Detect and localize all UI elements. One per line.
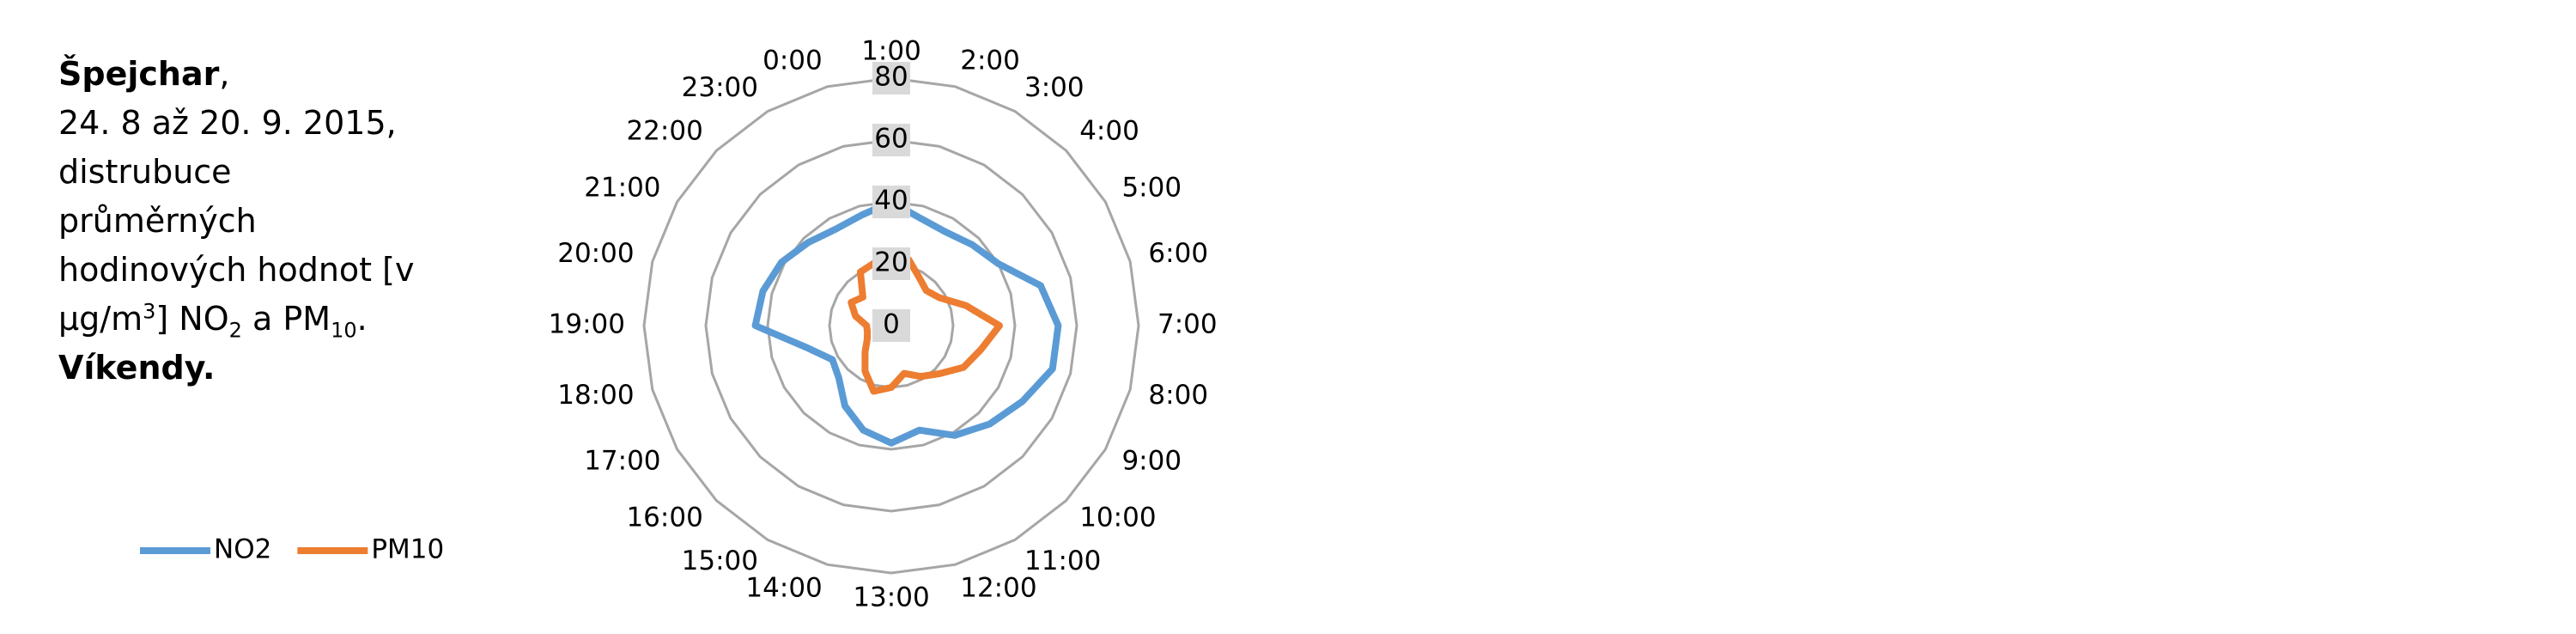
title-text: distrubuce — [58, 153, 232, 191]
grid-ring — [704, 138, 1078, 513]
category-label: 8:00 — [1148, 380, 1208, 411]
category-label: 21:00 — [584, 173, 660, 204]
category-label: 20:00 — [557, 238, 634, 269]
tick-label-bg — [872, 309, 910, 342]
title-text: 24. 8 až 20. 9. 2015, — [58, 104, 397, 142]
tick-label-bg — [872, 62, 910, 94]
title-text: ] NO — [155, 300, 229, 338]
category-label: 23:00 — [682, 72, 758, 103]
tick-label-bg — [872, 186, 910, 218]
category-label: 2:00 — [960, 45, 1020, 76]
category-label: 10:00 — [1079, 502, 1156, 533]
title-text: průměrných — [58, 202, 257, 240]
category-label: 11:00 — [1024, 546, 1101, 576]
category-label: 7:00 — [1157, 309, 1218, 340]
category-label: 22:00 — [626, 116, 702, 147]
y-tick-label: 80 — [874, 62, 908, 93]
title-sup: 3 — [143, 299, 156, 324]
title-sub: 10 — [331, 318, 357, 343]
chart-title: Špejchar, 24. 8 až 20. 9. 2015, distrubu… — [58, 50, 414, 393]
title-text: μg/m — [58, 300, 143, 338]
y-tick-label: 40 — [874, 186, 908, 216]
category-label: 5:00 — [1121, 173, 1182, 204]
title-sub: 2 — [228, 318, 242, 343]
category-label: 19:00 — [549, 309, 625, 340]
title-text: , — [219, 55, 230, 93]
category-label: 17:00 — [584, 446, 660, 477]
title-text: . — [356, 300, 368, 338]
category-label: 6:00 — [1148, 238, 1208, 269]
title-text: a PM — [241, 300, 331, 338]
y-tick-label: 0 — [883, 309, 900, 340]
category-label: 0:00 — [762, 45, 823, 76]
tick-label-bg — [872, 124, 910, 156]
legend-label: PM10 — [371, 534, 444, 565]
category-label: 15:00 — [682, 546, 758, 576]
category-label: 9:00 — [1121, 446, 1182, 477]
series-line — [848, 253, 1003, 395]
legend-label: NO2 — [214, 534, 271, 565]
tick-label-bg — [872, 247, 910, 280]
title-place: Špejchar — [58, 55, 220, 93]
title-text: hodinových hodnot [v — [58, 251, 415, 289]
category-label: 14:00 — [745, 573, 822, 604]
category-label: 3:00 — [1024, 72, 1084, 103]
y-tick-label: 60 — [874, 124, 908, 155]
series-line — [751, 198, 1062, 447]
title-note: Víkendy. — [58, 349, 216, 387]
y-tick-label: 20 — [874, 247, 908, 278]
category-label: 18:00 — [557, 380, 634, 411]
category-label: 4:00 — [1079, 116, 1139, 147]
category-label: 1:00 — [861, 36, 921, 67]
category-label: 16:00 — [626, 502, 702, 533]
category-label: 12:00 — [960, 573, 1036, 604]
category-label: 13:00 — [853, 582, 929, 613]
grid-ring — [642, 76, 1140, 575]
